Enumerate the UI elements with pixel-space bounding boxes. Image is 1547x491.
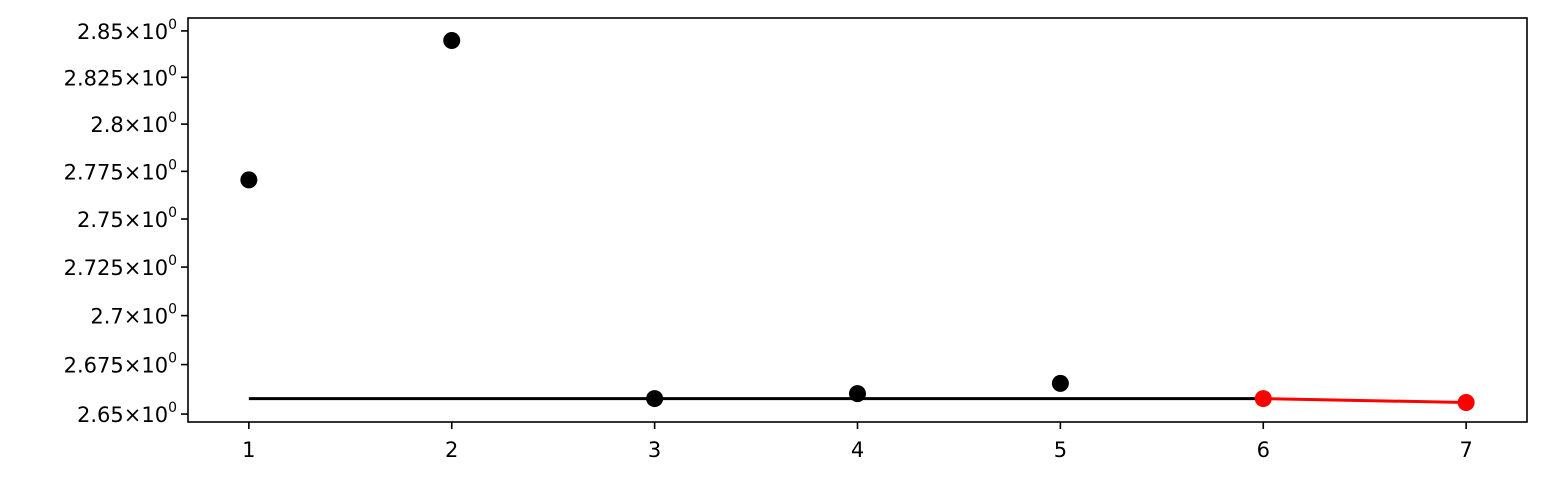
- y-tick-times-sign: ×: [124, 113, 142, 137]
- data-point: [443, 32, 460, 49]
- y-tick-times-sign: ×: [124, 256, 142, 280]
- y-tick-mantissa: 2.725: [64, 256, 124, 280]
- x-tick-label: 4: [851, 438, 864, 462]
- y-tick-mantissa: 2.825: [64, 66, 124, 90]
- y-tick-base: 10: [141, 354, 168, 378]
- y-axis: 2.65×1002.675×1002.7×1002.725×1002.75×10…: [64, 17, 188, 427]
- data-point: [240, 171, 257, 188]
- y-tick-mantissa: 2.85: [77, 20, 124, 44]
- y-tick-times-sign: ×: [124, 66, 142, 90]
- y-tick-label: 2.725×100: [64, 253, 177, 280]
- y-tick-base: 10: [141, 305, 168, 329]
- y-tick-exponent: 0: [168, 63, 177, 79]
- x-axis: 1 2 3 4 5 6 7: [242, 422, 1473, 462]
- y-tick-exponent: 0: [168, 302, 177, 318]
- y-tick-times-sign: ×: [124, 354, 142, 378]
- y-tick-exponent: 0: [168, 110, 177, 126]
- y-tick-exponent: 0: [168, 253, 177, 269]
- x-tick-label: 7: [1459, 438, 1472, 462]
- y-tick-mantissa: 2.8: [90, 113, 123, 137]
- y-tick-label: 2.7×100: [90, 302, 177, 329]
- y-tick-label: 2.8×100: [90, 110, 177, 137]
- x-tick-label: 1: [242, 438, 255, 462]
- y-tick-base: 10: [141, 208, 168, 232]
- y-tick-mantissa: 2.775: [64, 160, 124, 184]
- y-tick-base: 10: [141, 256, 168, 280]
- y-tick-base: 10: [141, 160, 168, 184]
- y-tick-exponent: 0: [168, 17, 177, 33]
- data-point: [1052, 375, 1069, 392]
- y-tick-base: 10: [141, 113, 168, 137]
- y-tick-mantissa: 2.65: [77, 403, 124, 427]
- y-tick-exponent: 0: [168, 157, 177, 173]
- y-tick-mantissa: 2.7: [90, 305, 123, 329]
- y-tick-mantissa: 2.675: [64, 354, 124, 378]
- y-tick-times-sign: ×: [124, 305, 142, 329]
- y-tick-exponent: 0: [168, 351, 177, 367]
- x-tick-label: 3: [648, 438, 661, 462]
- y-tick-label: 2.675×100: [64, 351, 177, 378]
- y-tick-times-sign: ×: [124, 160, 142, 184]
- y-tick-label: 2.85×100: [77, 17, 177, 44]
- plot-area: [188, 18, 1527, 422]
- data-point: [1255, 390, 1272, 407]
- y-tick-times-sign: ×: [124, 20, 142, 44]
- y-tick-times-sign: ×: [124, 208, 142, 232]
- y-tick-label: 2.825×100: [64, 63, 177, 90]
- y-tick-exponent: 0: [168, 205, 177, 221]
- y-tick-mantissa: 2.75: [77, 208, 124, 232]
- data-point: [1458, 394, 1475, 411]
- x-tick-label: 6: [1257, 438, 1270, 462]
- y-tick-times-sign: ×: [124, 403, 142, 427]
- y-tick-label: 2.775×100: [64, 157, 177, 184]
- y-tick-base: 10: [141, 403, 168, 427]
- x-tick-label: 2: [445, 438, 458, 462]
- x-tick-label: 5: [1054, 438, 1067, 462]
- y-tick-base: 10: [141, 20, 168, 44]
- y-tick-label: 2.65×100: [77, 400, 177, 427]
- y-tick-base: 10: [141, 66, 168, 90]
- y-tick-exponent: 0: [168, 400, 177, 416]
- y-tick-label: 2.75×100: [77, 205, 177, 232]
